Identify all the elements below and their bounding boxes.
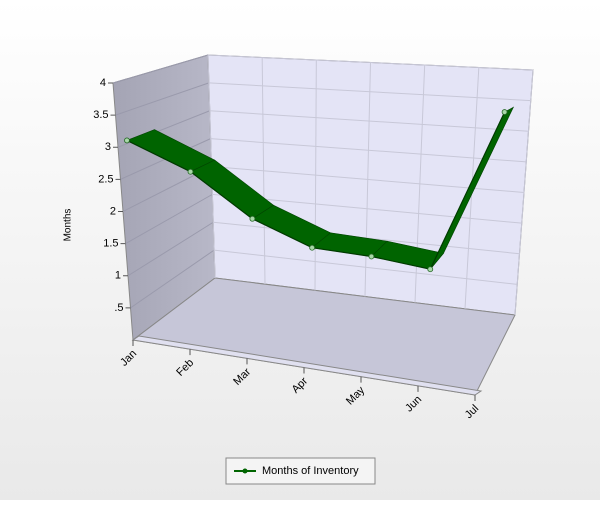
legend: Months of Inventory <box>225 457 376 485</box>
y-axis-label: Months <box>63 209 74 242</box>
y-tick-label: 2 <box>110 205 116 217</box>
grid-line-vertical <box>364 62 371 297</box>
data-point <box>124 137 130 144</box>
y-tick-label: 1 <box>115 270 121 282</box>
data-point <box>249 215 256 222</box>
grid-line <box>130 249 215 309</box>
legend-label: Months of Inventory <box>262 465 359 477</box>
grid-line-vertical <box>514 69 534 316</box>
y-tick-label: 2.5 <box>98 173 113 185</box>
grid-line <box>127 221 214 277</box>
back-wall <box>207 54 534 316</box>
grid-line-vertical <box>314 59 317 291</box>
grid-line <box>115 82 210 116</box>
grid-line-vertical <box>261 57 266 285</box>
data-point <box>187 168 194 175</box>
y-tick-label: 3 <box>105 141 111 153</box>
y-tick-label: 4 <box>100 77 106 89</box>
y-tick-label: 1.5 <box>103 238 118 250</box>
legend-marker <box>242 468 248 474</box>
data-point <box>309 244 316 251</box>
data-point <box>368 253 375 260</box>
grid-line <box>125 193 213 245</box>
grid-line <box>112 54 209 84</box>
y-tick-label: .5 <box>114 302 123 314</box>
data-point <box>427 266 434 273</box>
y-tick-label: 3.5 <box>93 109 108 121</box>
data-point <box>501 109 508 115</box>
